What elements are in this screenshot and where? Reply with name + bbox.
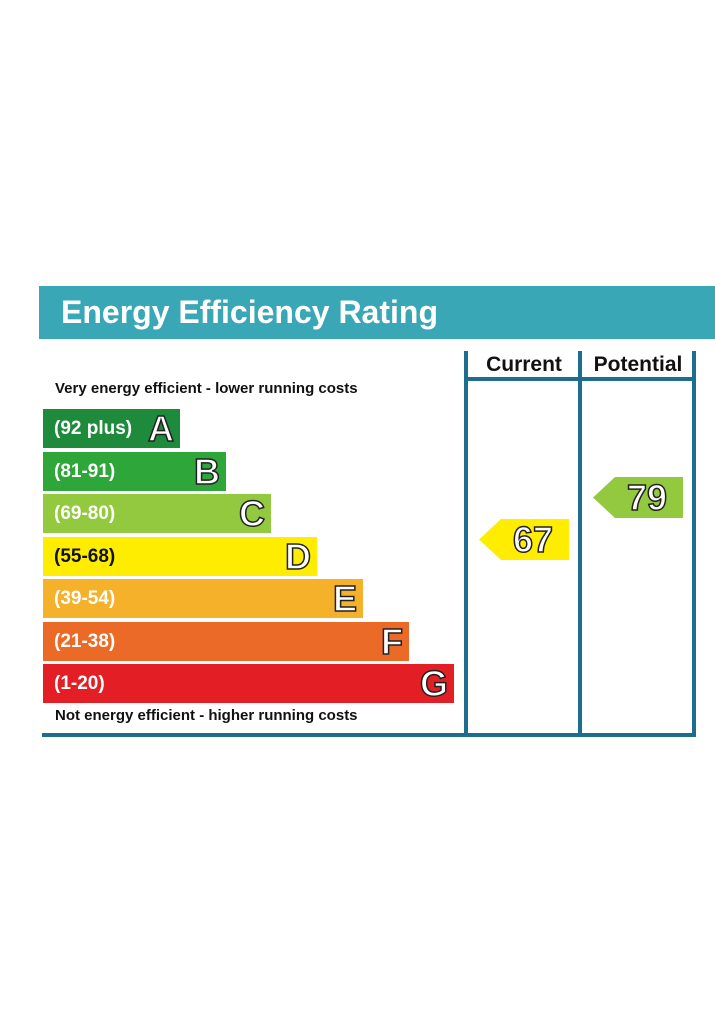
band-letter: A bbox=[147, 408, 175, 449]
bottom-caption: Not energy efficient - higher running co… bbox=[55, 707, 358, 724]
band-c: (69-80) C bbox=[43, 493, 271, 534]
column-header-rule bbox=[464, 377, 696, 381]
band-f: (21-38) F bbox=[43, 620, 409, 662]
band-range-label: (39-54) bbox=[54, 588, 116, 609]
potential-rating-value: 79 bbox=[626, 476, 668, 519]
chart-title: Energy Efficiency Rating bbox=[61, 294, 438, 330]
potential-column-title: Potential bbox=[593, 353, 683, 376]
band-range-label: (1-20) bbox=[54, 673, 105, 694]
band-range-label: (81-91) bbox=[54, 460, 116, 482]
band-letter: E bbox=[332, 578, 358, 619]
divider-right bbox=[692, 351, 696, 737]
current-column-title: Current bbox=[486, 353, 562, 376]
band-range-label: (55-68) bbox=[54, 545, 116, 567]
band-g: (1-20) G bbox=[43, 663, 454, 704]
band-range-label: (69-80) bbox=[54, 503, 116, 524]
band-d: (55-68) D bbox=[43, 535, 317, 577]
band-a: (92 plus) A bbox=[43, 408, 180, 449]
current-rating-value: 67 bbox=[512, 518, 554, 561]
band-letter: F bbox=[380, 620, 404, 662]
band-range-label: (21-38) bbox=[54, 630, 116, 652]
current-rating-arrow: 67 bbox=[479, 518, 569, 561]
potential-rating-arrow: 79 bbox=[593, 476, 683, 519]
potential-arrow-shape bbox=[593, 477, 683, 518]
band-range-label: (92 plus) bbox=[54, 418, 133, 439]
bottom-rule bbox=[42, 733, 696, 737]
band-e: (39-54) E bbox=[43, 578, 363, 619]
band-letter: D bbox=[284, 535, 312, 577]
band-letter: B bbox=[193, 450, 221, 492]
band-letter: G bbox=[419, 663, 449, 704]
top-caption: Very energy efficient - lower running co… bbox=[55, 380, 358, 397]
current-arrow-shape bbox=[479, 518, 569, 560]
band-b: (81-91) B bbox=[43, 450, 226, 492]
chart-title-banner: Energy Efficiency Rating bbox=[39, 286, 715, 339]
divider-middle bbox=[578, 351, 582, 737]
divider-left bbox=[464, 351, 468, 737]
band-letter: C bbox=[238, 493, 266, 534]
